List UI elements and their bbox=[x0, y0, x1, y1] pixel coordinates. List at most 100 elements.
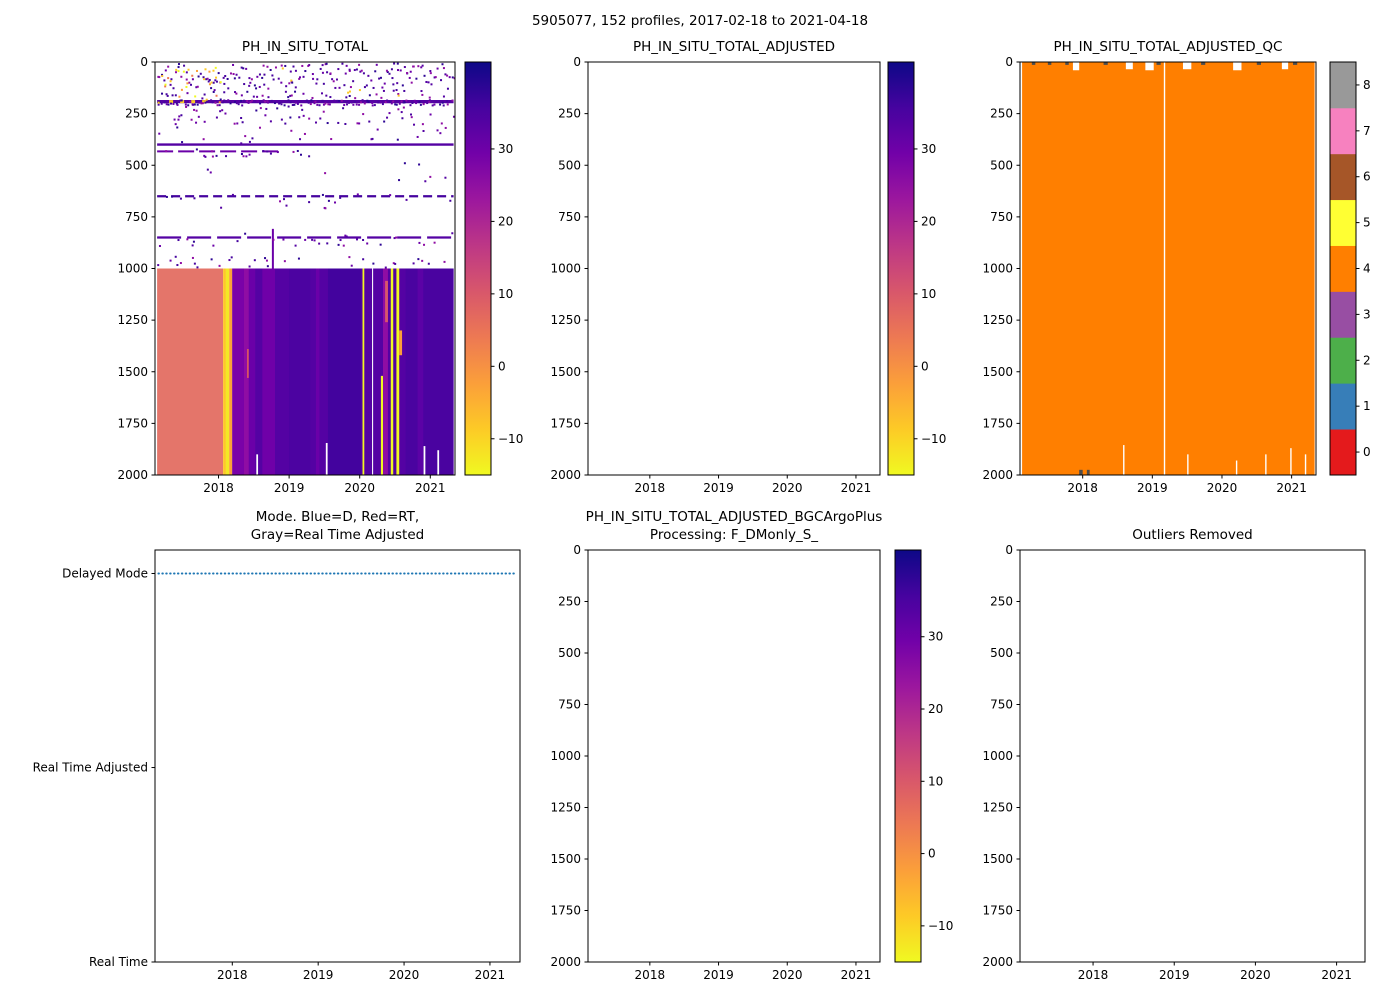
plot-title-ph-adjusted-qc: PH_IN_SITU_TOTAL_ADJUSTED_QC bbox=[1053, 39, 1283, 55]
y-tick-label: 1000 bbox=[117, 262, 148, 276]
y-tick-label: 750 bbox=[558, 210, 581, 224]
colorbar-tick-label: 7 bbox=[1363, 124, 1371, 138]
x-tick-label: 2018 bbox=[217, 968, 248, 982]
colorbar-tick-label: −10 bbox=[921, 432, 946, 446]
category-label: Real Time Adjusted bbox=[33, 761, 148, 775]
y-tick-label: 250 bbox=[558, 595, 581, 609]
y-tick-label: 2000 bbox=[117, 468, 148, 482]
colorbar-tick-label: 30 bbox=[928, 630, 943, 644]
x-tick-label: 2021 bbox=[841, 968, 872, 982]
qc-fill bbox=[1022, 62, 1315, 475]
colorbar-tick-label: 30 bbox=[498, 142, 513, 156]
colorbar-segment bbox=[1330, 337, 1356, 384]
y-tick-label: 500 bbox=[125, 158, 148, 172]
x-tick-label: 2019 bbox=[1137, 481, 1168, 495]
y-tick-label: 500 bbox=[558, 158, 581, 172]
plot-ph-adjusted-qc: 2018 2019 2020 2021 0 250 500 750 1000 1250 1500 17… bbox=[982, 55, 1317, 495]
colorbar-tick-label: −10 bbox=[498, 432, 523, 446]
colorbar-segment bbox=[1330, 153, 1356, 201]
y-tick-label: 500 bbox=[990, 646, 1013, 660]
colorbar-tick-label: 10 bbox=[928, 774, 943, 788]
y-tick-label: 1750 bbox=[117, 416, 148, 430]
colorbar-tick-label: 20 bbox=[498, 214, 513, 228]
x-tick-label: 2019 bbox=[274, 481, 305, 495]
x-tick-label: 2021 bbox=[1276, 481, 1307, 495]
colorbar-tick-label: −10 bbox=[928, 919, 953, 933]
plot-background bbox=[588, 62, 880, 475]
x-tick-label: 2018 bbox=[203, 481, 234, 495]
y-tick-label: 750 bbox=[125, 210, 148, 224]
y-tick-label: 2000 bbox=[982, 468, 1013, 482]
plot-background bbox=[155, 550, 520, 962]
y-tick-label: 0 bbox=[573, 55, 581, 69]
y-tick-label: 500 bbox=[990, 158, 1013, 172]
x-tick-label: 2020 bbox=[344, 481, 375, 495]
y-tick-label: 1000 bbox=[550, 262, 581, 276]
colorbar-tick-label: 10 bbox=[498, 287, 513, 301]
colorbar-gradient bbox=[464, 61, 492, 476]
y-tick-label: 1750 bbox=[550, 904, 581, 918]
x-tick-label: 2021 bbox=[475, 968, 506, 982]
x-tick-label: 2019 bbox=[703, 968, 734, 982]
x-tick-label: 2019 bbox=[303, 968, 334, 982]
ph-in-situ-total-marks bbox=[157, 62, 455, 475]
y-tick-label: 1500 bbox=[117, 365, 148, 379]
plot-ph-in-situ-total-adjusted: 2018 2019 2020 2021 0 250 500 750 1000 1250 1500 17… bbox=[550, 55, 881, 495]
colorbar-tick-label: 2 bbox=[1363, 353, 1371, 367]
y-tick-label: 250 bbox=[990, 595, 1013, 609]
colorbar-ph-in-situ-total: 30 20 10 0 −10 bbox=[464, 61, 523, 476]
category-label: Real Time bbox=[89, 955, 148, 969]
y-tick-label: 1000 bbox=[982, 262, 1013, 276]
colorbar-gradient bbox=[894, 549, 922, 963]
figure-title: 5905077, 152 profiles, 2017-02-18 to 202… bbox=[531, 13, 869, 29]
y-tick-label: 2000 bbox=[550, 468, 581, 482]
y-tick-label: 1750 bbox=[550, 416, 581, 430]
y-tick-label: 0 bbox=[1005, 543, 1013, 557]
x-tick-label: 2020 bbox=[1240, 968, 1271, 982]
y-tick-label: 750 bbox=[558, 698, 581, 712]
colorbar-tick-label: 8 bbox=[1363, 78, 1371, 92]
y-tick-label: 250 bbox=[558, 107, 581, 121]
plot-title-ph-in-situ-total-adjusted: PH_IN_SITU_TOTAL_ADJUSTED bbox=[632, 39, 836, 55]
plot-title-outliers-removed: Outliers Removed bbox=[1132, 527, 1253, 543]
plot-ph-in-situ-total: 2018 2019 2020 2021 0 250 500 750 1000 1250 1500 17… bbox=[117, 55, 456, 495]
x-tick-label: 2018 bbox=[1067, 481, 1098, 495]
y-tick-label: 1500 bbox=[982, 365, 1013, 379]
y-tick-label: 1750 bbox=[982, 416, 1013, 430]
x-tick-label: 2021 bbox=[415, 481, 446, 495]
colorbar-segment bbox=[1330, 62, 1356, 109]
colorbar-tick-label: 1 bbox=[1363, 399, 1371, 413]
colorbar-ph-in-situ-total-adjusted: 30 20 10 0 −10 bbox=[887, 61, 946, 476]
y-tick-label: 1250 bbox=[550, 313, 581, 327]
colorbar-segment bbox=[1330, 291, 1356, 338]
y-tick-label: 1750 bbox=[982, 904, 1013, 918]
y-tick-label: 750 bbox=[990, 210, 1013, 224]
y-tick-label: 1250 bbox=[982, 801, 1013, 815]
colorbar-tick-label: 0 bbox=[1363, 445, 1371, 459]
y-tick-label: 0 bbox=[1005, 55, 1013, 69]
y-tick-label: 500 bbox=[558, 646, 581, 660]
colorbar-tick-label: 10 bbox=[921, 287, 936, 301]
y-tick-label: 0 bbox=[140, 55, 148, 69]
y-tick-label: 1500 bbox=[982, 852, 1013, 866]
colorbar-bgc-argo-plus: 30 20 10 0 −10 bbox=[894, 549, 953, 963]
x-tick-label: 2021 bbox=[841, 481, 872, 495]
plot-mode: 2018 2019 2020 2021 Delayed Mode Real Time Ad… bbox=[33, 549, 521, 982]
y-tick-label: 1250 bbox=[982, 313, 1013, 327]
plot-title-bgc-argo-plus: PH_IN_SITU_TOTAL_ADJUSTED_BGCArgoPlus Pr… bbox=[585, 509, 883, 543]
y-tick-label: 1500 bbox=[550, 365, 581, 379]
colorbar-segment bbox=[1330, 429, 1356, 476]
colorbar-segment bbox=[1330, 245, 1356, 292]
colorbar-tick-label: 20 bbox=[921, 214, 936, 228]
colorbar-segment bbox=[1330, 199, 1356, 246]
plot-bgc-argo-plus: 2018 2019 2020 2021 0 250 500 750 1000 1250 1500 17… bbox=[550, 543, 881, 982]
y-tick-label: 1000 bbox=[550, 749, 581, 763]
colorbar-ph-adjusted-qc: 0 1 2 3 4 5 6 7 8 bbox=[1329, 61, 1371, 476]
y-tick-label: 2000 bbox=[550, 955, 581, 969]
x-tick-label: 2019 bbox=[1159, 968, 1190, 982]
colorbar-gradient bbox=[887, 61, 915, 476]
x-tick-label: 2021 bbox=[1321, 968, 1352, 982]
x-tick-label: 2020 bbox=[1207, 481, 1238, 495]
